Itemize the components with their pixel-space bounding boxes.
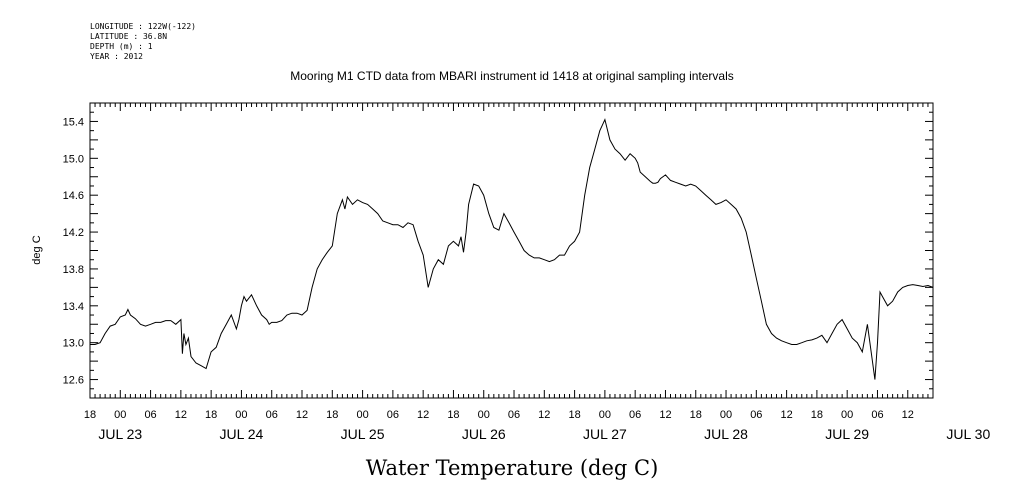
y-tick-label: 14.6 — [63, 190, 84, 202]
series-line-water-temperature — [90, 118, 934, 380]
x-tick-label: 06 — [629, 409, 641, 421]
y-tick-label: 13.4 — [63, 301, 84, 313]
metadata-block: LONGITUDE : 122W(-122) LATITUDE : 36.8N DE… — [90, 22, 196, 62]
x-tick-label: 00 — [356, 409, 368, 421]
x-tick-label: 18 — [326, 409, 338, 421]
y-tick-label: 14.2 — [63, 227, 84, 239]
x-tick-label: 18 — [447, 409, 459, 421]
y-tick-label: 13.0 — [63, 338, 84, 350]
x-tick-label: 12 — [175, 409, 187, 421]
x-tick-label: 06 — [144, 409, 156, 421]
x-tick-label: 00 — [478, 409, 490, 421]
x-tick-label: 12 — [659, 409, 671, 421]
chart-title: Mooring M1 CTD data from MBARI instrumen… — [290, 69, 734, 83]
x-tick-label: 18 — [811, 409, 823, 421]
x-tick-label: 12 — [296, 409, 308, 421]
x-tick-label: 18 — [84, 409, 96, 421]
y-tick-label: 12.6 — [63, 375, 84, 387]
day-label: JUL 27 — [583, 426, 627, 442]
x-tick-label: 12 — [780, 409, 792, 421]
x-tick-label: 00 — [841, 409, 853, 421]
longitude-label: LONGITUDE : 122W(-122) — [90, 22, 196, 31]
x-tick-label: 06 — [266, 409, 278, 421]
x-axis-label: Water Temperature (deg C) — [366, 456, 659, 480]
day-label: JUL 23 — [98, 426, 142, 442]
x-tick-label: 18 — [690, 409, 702, 421]
day-label: JUL 28 — [704, 426, 748, 442]
depth-label: DEPTH (m) : 1 — [90, 42, 153, 51]
year-label: YEAR : 2012 — [90, 52, 143, 61]
x-tick-label: 00 — [235, 409, 247, 421]
y-tick-label: 13.8 — [63, 264, 84, 276]
latitude-label: LATITUDE : 36.8N — [90, 32, 168, 41]
x-tick-label: 00 — [114, 409, 126, 421]
x-tick-label: 12 — [538, 409, 550, 421]
x-tick-label: 06 — [508, 409, 520, 421]
x-tick-label: 06 — [750, 409, 762, 421]
day-label: JUL 29 — [825, 426, 869, 442]
plot-frame — [89, 102, 934, 399]
x-tick-label: 18 — [568, 409, 580, 421]
y-axis-label: deg C — [31, 235, 43, 264]
y-tick-label: 15.0 — [63, 153, 84, 165]
x-tick-label: 06 — [387, 409, 399, 421]
day-label: JUL 25 — [341, 426, 385, 442]
x-tick-label: 18 — [205, 409, 217, 421]
y-axis: 12.6 13.0 13.4 13.8 14.2 14.6 15.0 15.4 — [63, 102, 933, 399]
day-label: JUL 24 — [220, 426, 264, 442]
x-tick-label: 00 — [599, 409, 611, 421]
y-tick-label: 15.4 — [63, 116, 84, 128]
x-tick-label: 00 — [720, 409, 732, 421]
day-label: JUL 30 — [946, 426, 990, 442]
day-label: JUL 26 — [462, 426, 506, 442]
x-axis: 18 00 06 12 18 00 06 12 18 00 06 12 18 00 06 12 18 00 06 12… — [84, 103, 990, 442]
x-tick-label: 12 — [902, 409, 914, 421]
x-tick-label: 12 — [417, 409, 429, 421]
x-tick-label: 06 — [871, 409, 883, 421]
